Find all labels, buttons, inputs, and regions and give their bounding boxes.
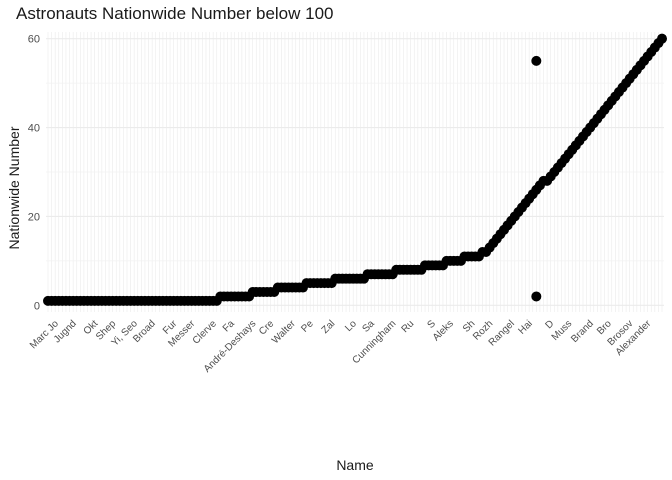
x-tick-label: Brand [569,318,596,345]
y-axis-title: Nationwide Number [6,126,22,249]
grid-layer [46,32,664,312]
y-tick-label: 60 [28,34,40,46]
x-tick-label: Sa [360,318,377,335]
y-tick-label: 20 [28,211,40,223]
x-tick-label: Pe [299,318,316,335]
x-tick-label: Hai [516,318,534,336]
data-point [531,291,542,302]
y-tick-label: 40 [28,123,40,135]
x-tick-label: Lo [343,318,359,334]
x-tick-label: Zal [320,318,338,336]
data-points [43,33,667,306]
x-tick-label: Fa [221,318,237,334]
y-axis-ticks: 0 20 40 60 [28,34,40,313]
y-tick-label: 0 [34,300,40,312]
x-tick-label: Aleks [431,318,456,343]
chart-title: Astronauts Nationwide Number below 100 [16,4,334,23]
data-point [531,55,542,66]
x-axis-title: Name [336,457,374,473]
x-tick-label: Clerve [191,318,220,347]
x-tick-label: Walter [270,318,298,346]
x-tick-label: Ru [400,318,417,335]
data-point [657,33,667,44]
